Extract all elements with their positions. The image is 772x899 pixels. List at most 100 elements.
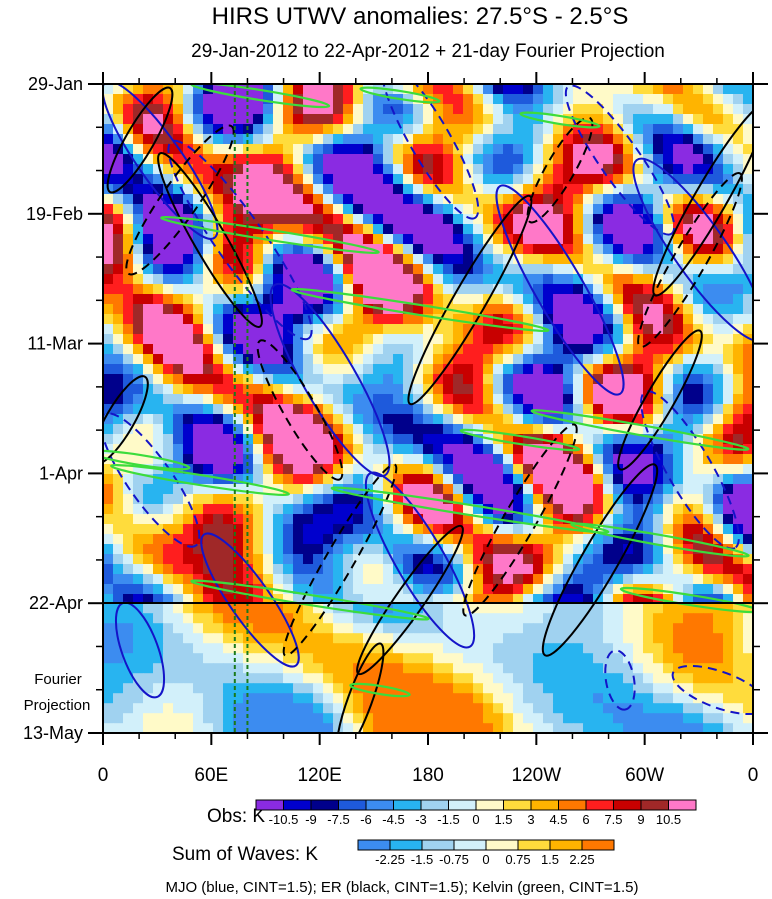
projection-cell [283, 703, 294, 714]
heatmap-cell [613, 424, 624, 435]
heatmap-cell [673, 554, 684, 565]
projection-cell [693, 683, 704, 694]
heatmap-cell [693, 194, 704, 205]
heatmap-cell [353, 354, 364, 365]
heatmap-cell [163, 534, 174, 545]
heatmap-cell [613, 314, 624, 325]
heatmap-cell [503, 394, 514, 405]
heatmap-cell [123, 464, 134, 475]
heatmap-cell [703, 424, 714, 435]
heatmap-cell [453, 454, 464, 465]
heatmap-cell [523, 524, 534, 535]
projection-cell [363, 683, 374, 694]
projection-cell [153, 713, 164, 724]
projection-field [103, 603, 753, 733]
projection-cell [273, 653, 284, 664]
heatmap-cell [343, 444, 354, 455]
heatmap-cell [233, 264, 244, 275]
projection-cell [423, 643, 434, 654]
projection-cell [483, 613, 494, 624]
heatmap-cell [433, 594, 444, 604]
heatmap-cell [673, 144, 684, 155]
projection-cell [293, 613, 304, 624]
heatmap-cell [143, 94, 154, 105]
heatmap-cell [583, 244, 594, 255]
projection-cell [153, 623, 164, 634]
heatmap-cell [183, 114, 194, 125]
heatmap-cell [613, 414, 624, 425]
projection-cell [153, 693, 164, 704]
heatmap-cell [263, 304, 274, 315]
heatmap-cell [383, 164, 394, 175]
heatmap-cell [163, 494, 174, 505]
heatmap-cell [223, 314, 234, 325]
projection-cell [483, 703, 494, 714]
heatmap-cell [103, 194, 114, 205]
heatmap-cell [603, 514, 614, 525]
heatmap-cell [683, 374, 694, 385]
heatmap-cell [693, 394, 704, 405]
heatmap-cell [363, 444, 374, 455]
heatmap-cell [343, 454, 354, 465]
heatmap-cell [553, 324, 564, 335]
heatmap-cell [723, 574, 734, 585]
heatmap-cell [363, 234, 374, 245]
heatmap-cell [613, 504, 624, 515]
heatmap-cell [743, 394, 753, 405]
heatmap-cell [393, 134, 404, 145]
projection-cell [403, 633, 414, 644]
projection-cell [353, 623, 364, 634]
projection-cell [393, 623, 404, 634]
projection-cell [133, 723, 144, 733]
heatmap-cell [543, 134, 554, 145]
projection-cell [373, 623, 384, 634]
heatmap-cell [293, 434, 304, 445]
heatmap-cell [303, 214, 314, 225]
heatmap-cell [503, 284, 514, 295]
heatmap-cell [133, 574, 144, 585]
heatmap-cell [613, 244, 624, 255]
heatmap-cell [173, 354, 184, 365]
projection-cell [463, 703, 474, 714]
heatmap-cell [333, 194, 344, 205]
heatmap-cell [183, 474, 194, 485]
heatmap-cell [173, 404, 184, 415]
projection-cell [743, 703, 753, 714]
er-contour [637, 172, 743, 348]
heatmap-cell [283, 264, 294, 275]
heatmap-cell [623, 404, 634, 415]
heatmap-cell [273, 574, 284, 585]
projection-cell [433, 653, 444, 664]
heatmap-cell [203, 424, 214, 435]
heatmap-cell [503, 144, 514, 155]
heatmap-cell [223, 244, 234, 255]
heatmap-cell [423, 574, 434, 585]
heatmap-cell [163, 524, 174, 535]
heatmap-cell [413, 494, 424, 505]
projection-cell [653, 723, 664, 733]
heatmap-cell [183, 134, 194, 145]
heatmap-cell [673, 84, 684, 95]
projection-cell [153, 663, 164, 674]
heatmap-cell [543, 494, 554, 505]
heatmap-cell [263, 564, 274, 575]
heatmap-cell [633, 254, 644, 265]
heatmap-cell [273, 514, 284, 525]
heatmap-cell [473, 274, 484, 285]
heatmap-cell [613, 364, 624, 375]
heatmap-cell [613, 404, 624, 415]
heatmap-cell [533, 554, 544, 565]
heatmap-cell [233, 424, 244, 435]
heatmap-cell [513, 584, 524, 595]
heatmap-cell [263, 364, 274, 375]
heatmap-cell [663, 204, 674, 215]
heatmap-cell [653, 84, 664, 95]
heatmap-cell [543, 214, 554, 225]
heatmap-cell [233, 124, 244, 135]
heatmap-cell [353, 334, 364, 345]
heatmap-cell [403, 344, 414, 355]
heatmap-cell [353, 114, 364, 125]
heatmap-cell [293, 244, 304, 255]
heatmap-cell [153, 184, 164, 195]
heatmap-cell [263, 504, 274, 515]
